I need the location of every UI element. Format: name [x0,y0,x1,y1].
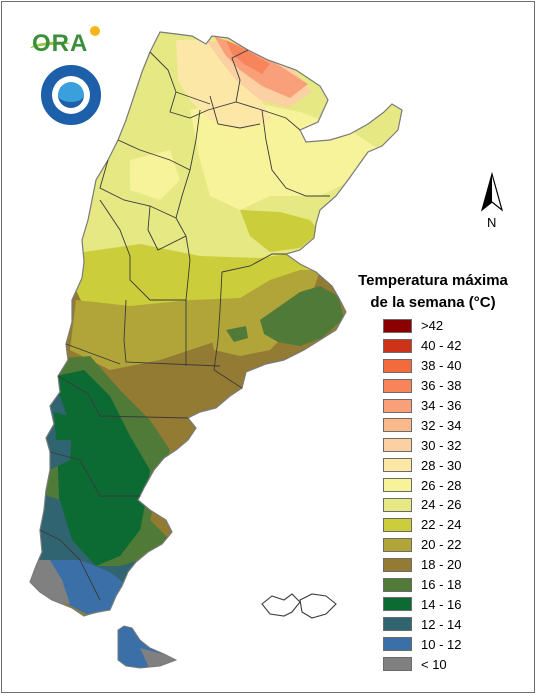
legend-item: 10 - 12 [383,634,523,654]
legend-item: 34 - 36 [383,396,523,416]
legend-swatch [383,358,412,373]
legend-title-line2: de la semana (°C) [370,294,496,311]
legend-item: 28 - 30 [383,455,523,475]
legend-swatch [383,657,412,672]
legend-swatch [383,338,412,353]
legend-label: 30 - 32 [421,437,462,453]
legend-item: 24 - 26 [383,495,523,515]
legend-label: 40 - 42 [421,338,462,354]
legend-title: Temperatura máxima de la semana (°C) [338,270,528,314]
legend-item: 12 - 14 [383,614,523,634]
legend-item: 14 - 16 [383,594,523,614]
legend-item: 40 - 42 [383,336,523,356]
legend-item: 36 - 38 [383,376,523,396]
legend-item: 16 - 18 [383,575,523,595]
legend-swatch [383,378,412,393]
legend-label: 32 - 34 [421,417,462,433]
legend-label: 38 - 40 [421,358,462,374]
legend-label: 14 - 16 [421,596,462,612]
legend-swatch [383,438,412,453]
legend-label: 28 - 30 [421,457,462,473]
legend: >42 40 - 42 38 - 40 36 - 38 34 - 36 32 - 34 30… [383,316,523,674]
legend-label: 12 - 14 [421,616,462,632]
legend-swatch [383,577,412,592]
legend-item: 30 - 32 [383,435,523,455]
legend-item: 38 - 40 [383,356,523,376]
legend-label: 34 - 36 [421,398,462,413]
ora-logo-text: ORA [32,30,89,57]
legend-item: 32 - 34 [383,415,523,435]
legend-label: 20 - 22 [421,537,462,553]
legend-label: 36 - 38 [421,378,462,394]
legend-swatch [383,517,412,532]
sun-icon [90,26,100,36]
legend-item: 26 - 28 [383,475,523,495]
legend-item: 22 - 24 [383,515,523,535]
legend-item: 18 - 20 [383,555,523,575]
legend-label: 16 - 18 [421,577,462,593]
legend-swatch [383,537,412,552]
legend-label: 22 - 24 [421,517,462,533]
north-label: N [487,215,497,230]
legend-item: 20 - 22 [383,535,523,555]
legend-swatch [383,597,412,612]
legend-swatch [383,398,412,413]
ora-logo: ORA [29,26,104,60]
legend-swatch [383,637,412,652]
legend-item: >42 [383,316,523,336]
legend-swatch [383,478,412,493]
legend-label: >42 [421,318,444,334]
legend-label: 18 - 20 [421,557,462,573]
legend-label: 24 - 26 [421,497,462,513]
legend-swatch [383,497,412,512]
legend-swatch [383,418,412,433]
north-arrow-icon [480,172,504,212]
legend-swatch [383,458,412,473]
weather-service-seal [41,65,101,125]
legend-swatch [383,617,412,632]
legend-swatch [383,318,412,333]
legend-title-line1: Temperatura máxima [358,272,508,289]
legend-swatch [383,557,412,572]
legend-label: < 10 [421,656,447,672]
legend-label: 10 - 12 [421,636,462,652]
legend-item: < 10 [383,654,523,674]
legend-label: 26 - 28 [421,477,462,493]
